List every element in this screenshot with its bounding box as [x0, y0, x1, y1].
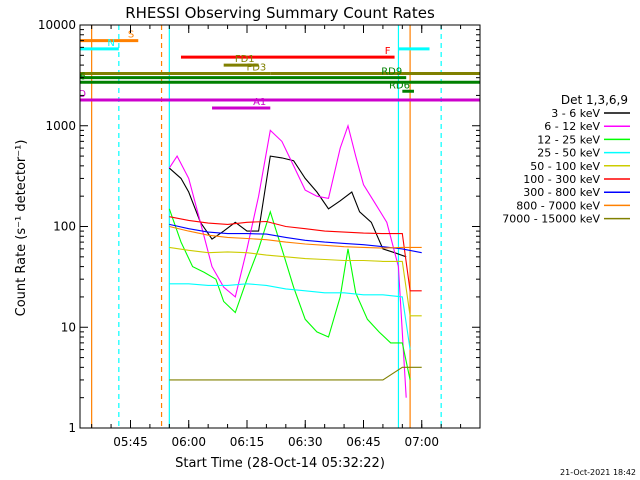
series-line-7000-15000-kev	[169, 366, 422, 381]
y-tick-label-1: 1	[68, 421, 76, 435]
y-tick-label-10000: 10000	[38, 18, 76, 32]
series-line-300-800-kev	[169, 223, 422, 254]
flag-label-n-1: N	[107, 38, 114, 49]
y-tick-label-1000: 1000	[45, 119, 76, 133]
x-tick-label-06-45: 06:45	[346, 435, 381, 449]
x-tick-label-05-45: 05:45	[113, 435, 148, 449]
x-tick-label-06-30: 06:30	[288, 435, 323, 449]
series-line-50-100-kev	[169, 246, 422, 317]
y-tick-label-100: 100	[53, 220, 76, 234]
series-line-800-7000-kev	[169, 225, 422, 249]
series-line-3-6-kev	[168, 155, 407, 258]
y-axis-label: Count Rate (s⁻¹ detector⁻¹)	[14, 140, 29, 317]
footer-timestamp: 21-Oct-2021 18:42	[560, 468, 636, 477]
chart-title: RHESSI Observing Summary Count Rates	[125, 4, 435, 22]
flag-label-a1-9: A1	[253, 97, 266, 108]
flag-label-ao-8: AO	[71, 89, 86, 100]
x-tick-label-07-00: 07:00	[404, 435, 439, 449]
series-line-12-25-kev	[168, 208, 411, 381]
legend-label-300-800-kev: 300 - 800 keV	[523, 186, 600, 199]
series-line-100-300-kev	[169, 216, 422, 292]
legend-label-6-12-kev: 6 - 12 keV	[544, 120, 600, 133]
flag-label-rd6-6: RD6	[65, 71, 86, 82]
x-axis-label: Start Time (28-Oct-14 05:32:22)	[175, 456, 385, 471]
series-line-25-50-kev	[169, 283, 411, 350]
series-line-6-12-kev	[168, 123, 407, 398]
legend-label-50-100-kev: 50 - 100 keV	[530, 160, 600, 173]
y-tick-label-10: 10	[61, 320, 76, 334]
legend-label-7000-15000-kev: 7000 - 15000 keV	[502, 213, 600, 226]
x-tick-label-06-15: 06:15	[230, 435, 265, 449]
flag-label-rd9-5: RD9	[381, 67, 402, 78]
legend-label-800-7000-kev: 800 - 7000 keV	[516, 199, 600, 212]
legend-label-100-300-kev: 100 - 300 keV	[523, 173, 600, 186]
x-tick-label-06-00: 06:00	[171, 435, 206, 449]
legend-label-25-50-kev: 25 - 50 keV	[537, 147, 600, 160]
flag-label-rd6-7: RD6	[389, 80, 410, 91]
legend-label-3-6-kev: 3 - 6 keV	[551, 107, 600, 120]
legend-title: Det 1,3,6,9	[561, 93, 628, 107]
flag-label-fd1-3: FD1	[235, 54, 255, 65]
axes: 05:45 06:00 06:15 06:30 06:45 07:00 1 10 100 1000…	[38, 18, 481, 449]
flag-label-fd3-4: FD3	[246, 63, 266, 74]
flag-label-f-2: F	[385, 46, 391, 57]
legend-label-12-25-kev: 12 - 25 keV	[537, 133, 600, 146]
flag-label-s-0: S	[128, 30, 134, 41]
